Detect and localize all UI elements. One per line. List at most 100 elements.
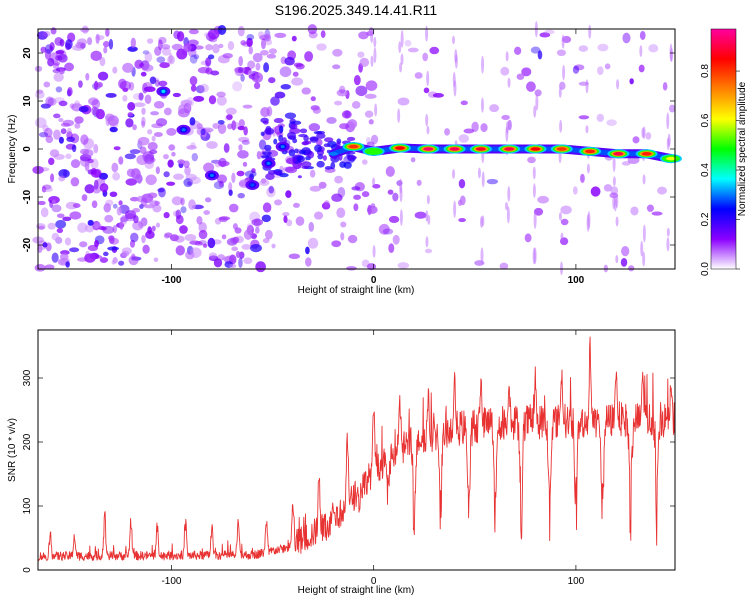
spectrogram-cell — [51, 204, 62, 213]
spectrogram-cell — [227, 41, 235, 51]
y-tick-label: -20 — [22, 237, 33, 252]
spectrogram-cell — [109, 126, 118, 133]
spectrogram-cell — [91, 200, 98, 209]
spectrogram-cell — [322, 155, 327, 161]
spectrogram-cell — [452, 72, 456, 88]
spectrogram-cell — [154, 79, 160, 87]
spectrogram-cell — [279, 173, 289, 178]
colorbar-label: Normalized spectral amplitude — [737, 81, 748, 216]
spectrogram-cell — [486, 178, 499, 185]
spectrogram-cell — [237, 67, 243, 73]
spectrogram-cell — [270, 96, 280, 106]
spectrogram-cell — [94, 239, 99, 248]
spectrogram-cell — [163, 233, 170, 239]
spectrogram-cell — [158, 39, 163, 51]
spectrogram-cell — [642, 251, 646, 267]
spectrogram-cell — [262, 237, 270, 244]
spectrogram-cell — [537, 50, 543, 60]
spectrogram-cell — [74, 122, 81, 129]
spectrogram-cell — [213, 181, 225, 190]
spectrogram-cell — [212, 123, 220, 129]
spectrogram-cell — [642, 174, 646, 185]
spectrogram-cell — [556, 49, 567, 57]
spectrogram-cell — [223, 143, 230, 153]
spectrogram-cell — [84, 160, 90, 172]
spectrogram-cell — [218, 43, 224, 49]
spectrogram-cell — [398, 41, 402, 54]
spectrogram-cell — [171, 43, 183, 51]
spectrogram-cell — [183, 42, 192, 53]
spectrogram-cell — [130, 37, 136, 49]
spectrogram-cell — [77, 222, 88, 233]
y-tick-label: 200 — [22, 433, 33, 450]
spectrogram-cell — [167, 159, 174, 168]
spectrogram-cell — [112, 224, 118, 234]
spectrogram-cell — [256, 150, 262, 160]
spectrogram-cell — [238, 144, 243, 151]
spectrogram-cell — [336, 140, 341, 149]
spectrogram-cell — [629, 78, 634, 85]
spectrogram-cell — [336, 89, 348, 97]
spectrogram-cell — [388, 215, 400, 224]
spectrogram-cell — [334, 100, 343, 106]
spectrogram-cell — [133, 215, 139, 224]
spectrogram-cell — [237, 125, 246, 131]
spectrogram-cell — [432, 93, 444, 98]
spectrogram-cell — [149, 149, 158, 155]
spectrogram-cell — [234, 235, 244, 244]
spectrogram-cell — [307, 237, 319, 249]
spectrogram-cell — [302, 140, 310, 146]
spectrogram-cell — [344, 110, 351, 119]
spectrogram-cell — [132, 221, 144, 231]
spectrogram-cell — [530, 46, 541, 54]
spectrogram-cell — [274, 32, 287, 38]
spectrogram-cell — [237, 25, 245, 37]
snr-series-line — [37, 336, 676, 561]
spectrogram-cell — [213, 258, 223, 268]
spectrogram-cell — [59, 39, 65, 47]
spectrogram-cell — [338, 85, 346, 94]
spectrogram-cell — [205, 67, 213, 75]
spectrogram-cell — [641, 127, 645, 139]
spectrogram-cell — [453, 200, 457, 218]
spectrogram-cell — [364, 110, 374, 118]
spectrogram-cell — [266, 161, 271, 165]
spectrogram-cell — [429, 46, 440, 55]
spectrogram-cell — [326, 116, 337, 124]
spectrogram-cell — [285, 190, 292, 199]
spectrogram-cell — [572, 186, 578, 195]
spectrogram-cell — [103, 40, 110, 48]
spectrogram-cell — [55, 86, 63, 93]
spectrogram-heatmap — [32, 21, 682, 276]
spectrogram-cell — [47, 97, 57, 106]
spectrogram-cell — [74, 116, 84, 124]
spectrogram-cell — [480, 247, 484, 265]
spectrogram-cell — [642, 224, 646, 243]
spectrogram-cell — [264, 229, 273, 240]
spectrogram-cell — [168, 52, 173, 64]
spectrogram-cell — [141, 107, 146, 115]
spectrogram-cell — [260, 49, 269, 56]
spectrogram-cell — [37, 200, 46, 206]
spectrogram-cell — [373, 47, 377, 64]
spectrogram-cell — [173, 173, 184, 180]
spectrogram-cell — [278, 125, 284, 134]
spectrogram-cell — [293, 62, 303, 68]
x-tick-label: 0 — [371, 275, 377, 286]
spectrogram-cell — [36, 31, 48, 40]
spectrogram-cell — [242, 161, 248, 167]
spectrogram-cell — [125, 178, 137, 186]
spectrogram-cell — [42, 30, 51, 37]
spectrogram-cell — [221, 234, 227, 240]
tone-track-peak — [504, 147, 515, 151]
spectrogram-cell — [651, 211, 663, 216]
spectrogram-cell — [231, 246, 239, 252]
spectrogram-cell — [99, 183, 109, 193]
tone-track-peak — [423, 147, 434, 151]
spectrogram-cell — [109, 191, 118, 198]
spectrogram-cell — [318, 181, 327, 189]
spectrogram-cell — [198, 222, 207, 233]
spectrogram-cell — [83, 149, 94, 158]
spectrogram-cell — [58, 136, 64, 144]
